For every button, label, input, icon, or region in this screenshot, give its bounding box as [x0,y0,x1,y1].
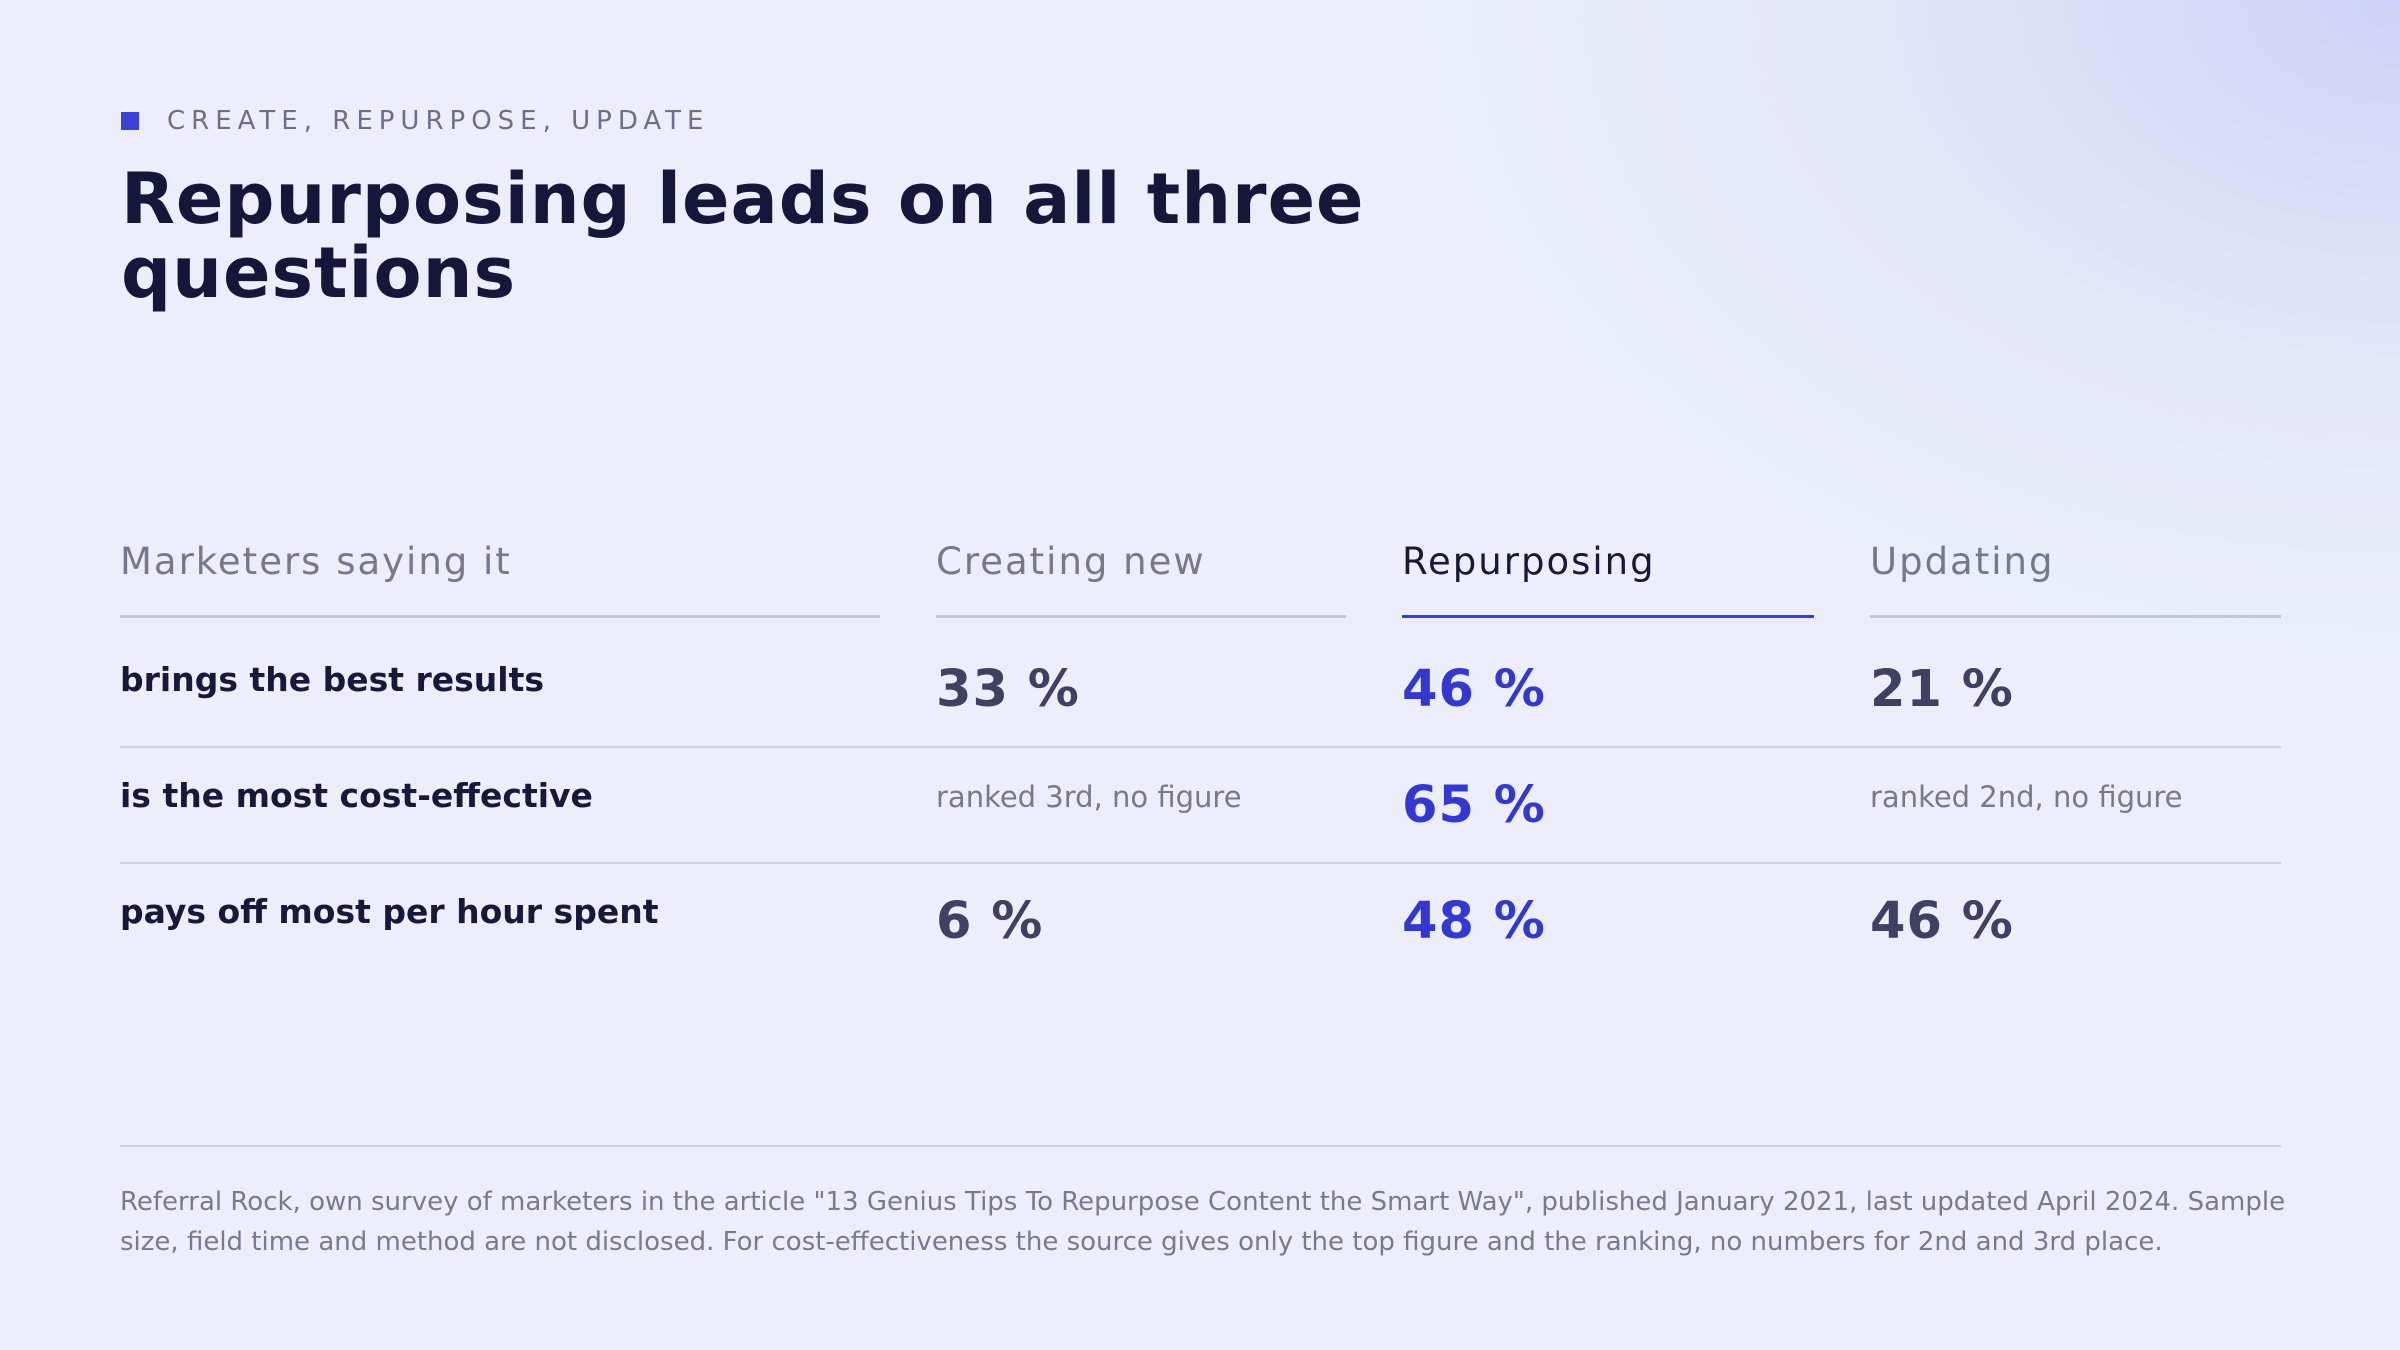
footer-divider [120,1145,2281,1147]
header-repurposing: Repurposing [1402,540,1814,618]
row-label-cost-effective: is the most cost-effective [120,776,593,815]
value-best-results-repurposing: 46 % [1402,660,1546,719]
header-creating-new: Creating new [936,540,1346,618]
value-best-results-creating: 33 % [936,660,1080,719]
accent-square-icon [121,112,139,130]
value-per-hour-creating: 6 % [936,892,1044,951]
header-marketers-saying-it: Marketers saying it [120,540,880,618]
value-cost-effective-updating: ranked 2nd, no figure [1870,780,2183,814]
row-divider [120,746,2281,748]
value-per-hour-repurposing: 48 % [1402,892,1546,951]
row-divider [120,862,2281,864]
page-title: Repurposing leads on all three questions [121,158,1365,314]
row-label-per-hour: pays off most per hour spent [120,892,659,931]
value-per-hour-updating: 46 % [1870,892,2014,951]
source-note: Referral Rock, own survey of marketers i… [120,1187,2286,1257]
row-label-best-results: brings the best results [120,660,545,699]
value-cost-effective-creating: ranked 3rd, no figure [936,780,1242,814]
section-kicker: CREATE, REPURPOSE, UPDATE [121,103,709,139]
value-best-results-updating: 21 % [1870,660,2014,719]
value-cost-effective-repurposing: 65 % [1402,776,1546,835]
header-updating: Updating [1870,540,2281,618]
kicker-text: CREATE, REPURPOSE, UPDATE [167,106,710,136]
